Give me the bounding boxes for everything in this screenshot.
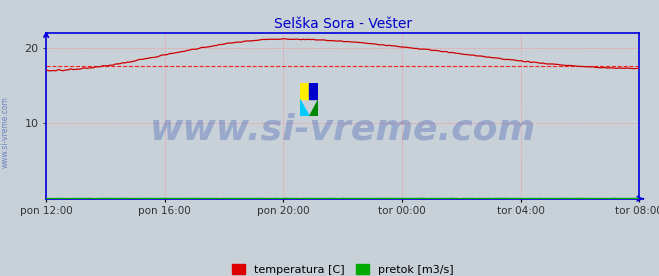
Text: www.si-vreme.com: www.si-vreme.com	[1, 97, 10, 168]
Bar	[309, 83, 318, 99]
Polygon shape	[300, 99, 309, 116]
Bar	[300, 83, 309, 99]
Legend: temperatura [C], pretok [m3/s]: temperatura [C], pretok [m3/s]	[227, 260, 458, 276]
Title: Selška Sora - Vešter: Selška Sora - Vešter	[273, 17, 412, 31]
Polygon shape	[309, 99, 318, 116]
Text: www.si-vreme.com: www.si-vreme.com	[150, 112, 536, 146]
